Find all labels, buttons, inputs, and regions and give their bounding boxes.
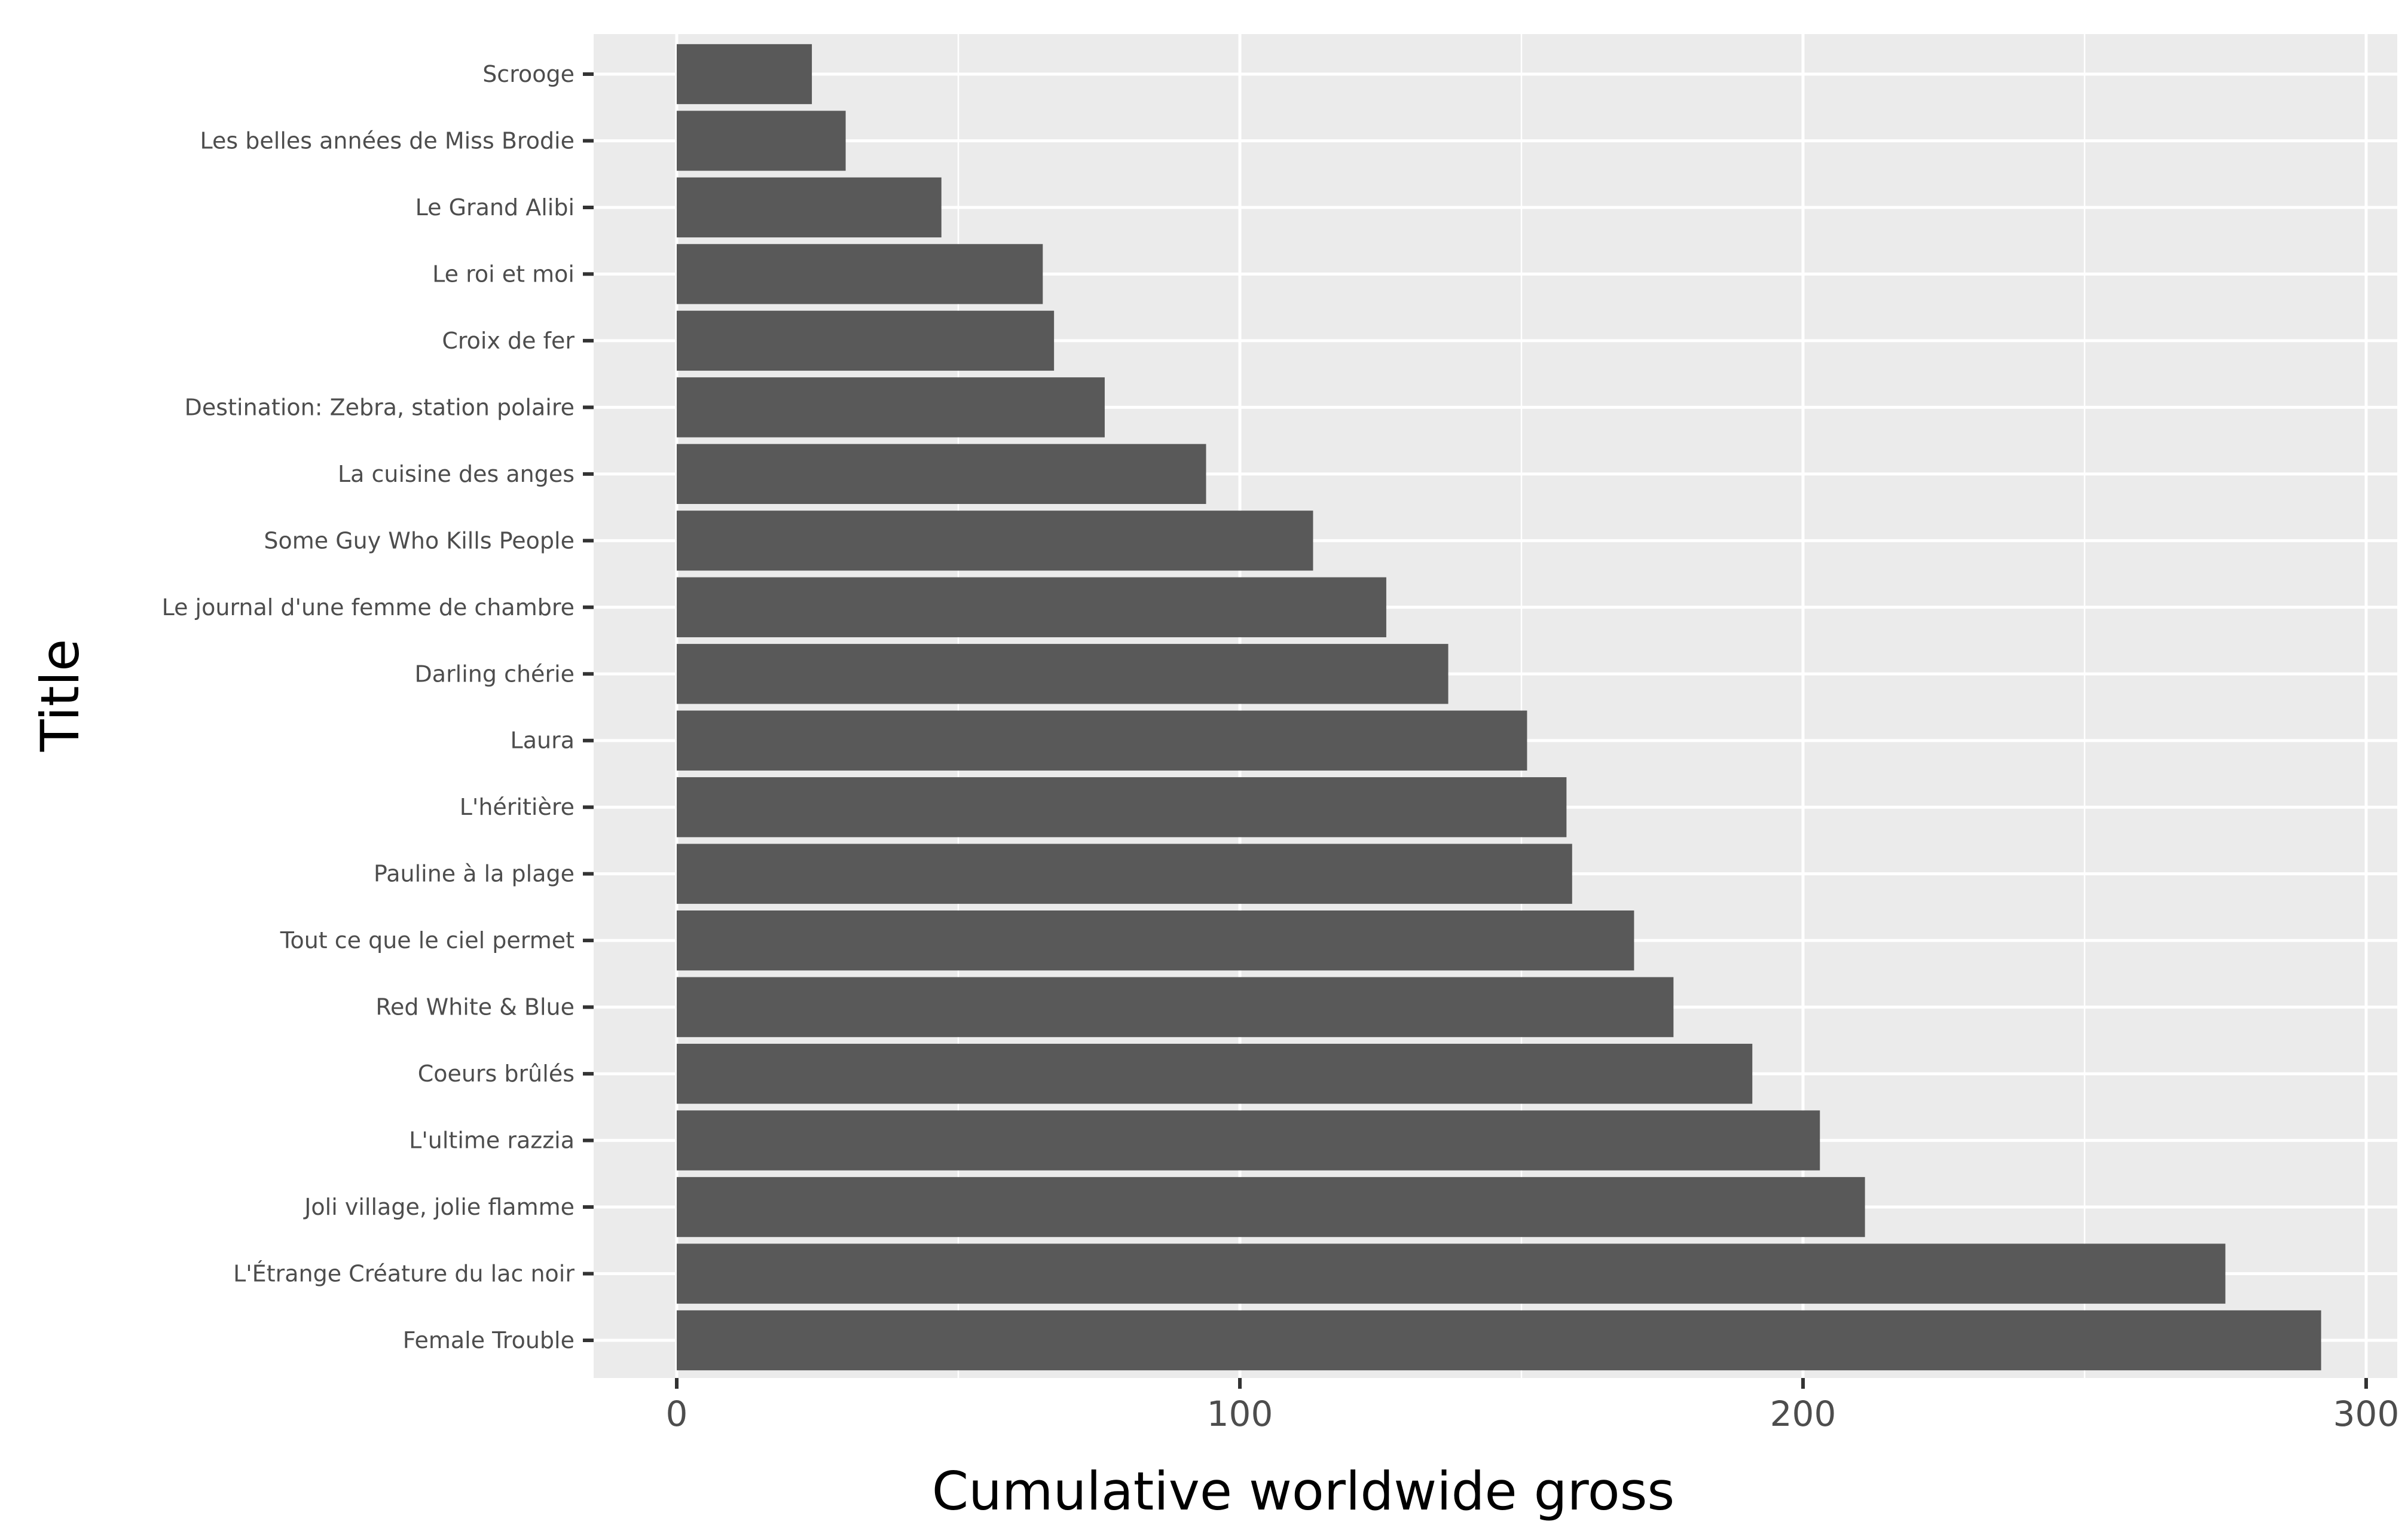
bar xyxy=(677,910,1634,971)
bar xyxy=(677,1043,1753,1104)
bar xyxy=(677,177,942,238)
y-tick-label: Destination: Zebra, station polaire xyxy=(185,394,575,420)
y-tick-label: Female Trouble xyxy=(403,1327,575,1353)
y-tick-label: La cuisine des anges xyxy=(338,461,575,487)
bar xyxy=(677,710,1527,771)
x-axis-ticks: 0 100 200 300 xyxy=(666,1378,2400,1434)
y-tick-label: Some Guy Who Kills People xyxy=(264,527,575,554)
y-tick-label: Darling chérie xyxy=(415,661,575,687)
bar xyxy=(677,511,1313,571)
y-tick-label: Le journal d'une femme de chambre xyxy=(162,594,575,621)
y-tick-label: Laura xyxy=(511,728,575,754)
y-tick-label: L'Étrange Créature du lac noir xyxy=(233,1261,575,1287)
bar xyxy=(677,1177,1865,1238)
x-axis-title: Cumulative worldwide gross xyxy=(932,1460,1675,1522)
x-tick-label: 100 xyxy=(1207,1394,1273,1434)
y-tick-label: Joli village, jolie flamme xyxy=(303,1194,575,1220)
y-tick-label: Pauline à la plage xyxy=(374,861,575,887)
y-tick-label: Coeurs brûlés xyxy=(418,1061,575,1087)
bar xyxy=(677,1310,2321,1371)
bar xyxy=(677,1243,2226,1304)
bar xyxy=(677,444,1206,505)
bar xyxy=(677,1110,1820,1171)
bar xyxy=(677,844,1572,904)
y-tick-label: Croix de fer xyxy=(442,328,575,354)
y-tick-label: Le Grand Alibi xyxy=(415,194,575,221)
bar xyxy=(677,377,1105,438)
bar xyxy=(677,777,1567,838)
x-tick-label: 300 xyxy=(2333,1394,2400,1434)
bar xyxy=(677,577,1386,637)
y-tick-label: Les belles années de Miss Brodie xyxy=(200,127,575,154)
x-tick-label: 0 xyxy=(666,1394,688,1434)
y-tick-label: L'héritière xyxy=(460,794,575,820)
bar xyxy=(677,244,1043,304)
y-tick-label: Red White & Blue xyxy=(375,994,575,1020)
bar xyxy=(677,111,846,171)
y-axis-title: Title xyxy=(29,639,91,753)
bars xyxy=(677,44,2321,1371)
y-axis-ticks: Scrooge Les belles années de Miss Brodie L… xyxy=(162,61,594,1353)
y-tick-label: Scrooge xyxy=(482,61,575,87)
bar xyxy=(677,44,812,105)
bar xyxy=(677,310,1055,371)
x-tick-label: 200 xyxy=(1770,1394,1836,1434)
y-tick-label: Le roi et moi xyxy=(432,261,575,287)
bar xyxy=(677,644,1449,704)
y-tick-label: Tout ce que le ciel permet xyxy=(280,927,575,954)
y-tick-label: L'ultime razzia xyxy=(409,1128,575,1154)
bar xyxy=(677,977,1674,1037)
